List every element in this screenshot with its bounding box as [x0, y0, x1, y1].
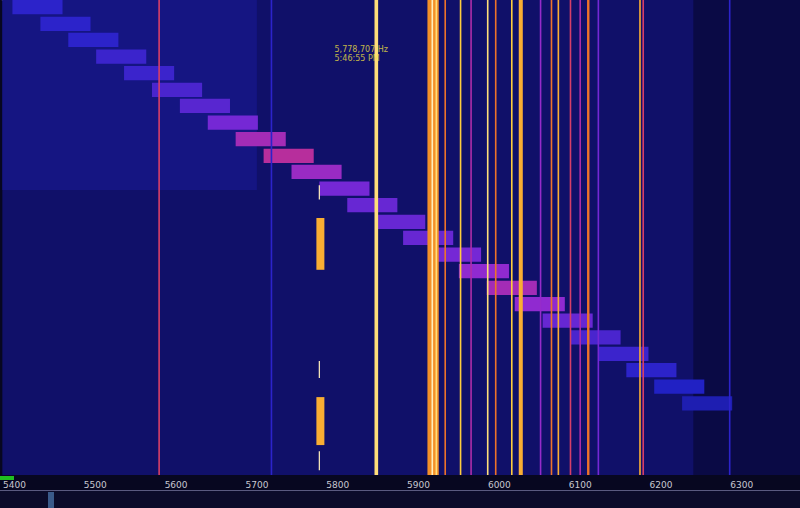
svg-text:5800: 5800: [326, 480, 349, 490]
svg-text:5900: 5900: [407, 480, 430, 490]
svg-text:5:46:55 PM: 5:46:55 PM: [335, 54, 380, 63]
svg-text:6100: 6100: [569, 480, 592, 490]
svg-text:6200: 6200: [650, 480, 673, 490]
svg-text:6300: 6300: [730, 480, 753, 490]
svg-text:6000: 6000: [488, 480, 511, 490]
svg-text:5,778,707 Hz: 5,778,707 Hz: [335, 45, 388, 54]
svg-text:5600: 5600: [165, 480, 188, 490]
svg-text:5400: 5400: [3, 480, 26, 490]
svg-text:5500: 5500: [84, 480, 107, 490]
svg-text:5700: 5700: [245, 480, 268, 490]
